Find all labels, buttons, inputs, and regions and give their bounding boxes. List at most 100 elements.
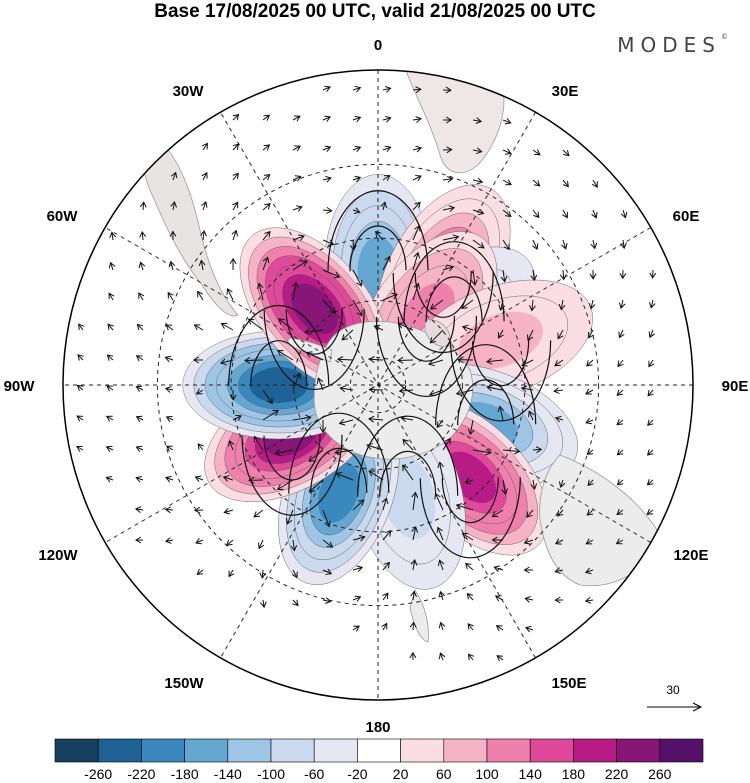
wind-arrow-shaft xyxy=(412,492,416,511)
wind-arrow-shaft xyxy=(456,504,474,511)
wind-arrow xyxy=(258,539,265,550)
wind-arrow-head xyxy=(413,282,421,290)
wind-arrow-shaft xyxy=(368,418,384,421)
wind-arrow-head xyxy=(76,384,84,392)
wind-arrow-shaft xyxy=(375,231,384,241)
wind-arrow-shaft xyxy=(202,201,207,211)
wind-arrow-head xyxy=(526,511,533,518)
wind-arrow-head xyxy=(402,464,409,472)
wind-arrow-shaft xyxy=(586,449,594,455)
wind-arrow xyxy=(429,299,444,310)
wind-arrow xyxy=(382,529,392,541)
wind-arrow-head xyxy=(138,261,146,269)
wind-arrow-head xyxy=(168,260,176,268)
wind-arrow-head xyxy=(528,304,536,312)
wind-arrow-shaft xyxy=(340,387,354,391)
wind-arrow xyxy=(352,499,365,511)
wind-arrow-head xyxy=(256,282,264,290)
lon-label-150e: 150E xyxy=(551,675,586,692)
wind-arrow-shaft xyxy=(499,406,504,421)
wind-arrow xyxy=(412,282,421,301)
wind-arrow xyxy=(616,449,624,456)
wind-arrow xyxy=(322,539,334,548)
wind-arrow-shaft xyxy=(262,409,279,421)
wind-arrow-shaft xyxy=(616,509,624,515)
wind-arrow xyxy=(76,445,84,452)
wind-arrow xyxy=(500,269,508,283)
streamline xyxy=(327,190,429,272)
wind-arrow xyxy=(194,506,204,514)
wind-arrow-head xyxy=(169,230,177,237)
wind-arrow-head xyxy=(228,570,235,578)
wind-arrow xyxy=(368,356,384,363)
wind-arrow-shaft xyxy=(352,146,361,151)
wind-arrow-head xyxy=(135,415,143,422)
wind-arrow-shaft xyxy=(369,389,384,391)
wind-arrow xyxy=(339,385,354,393)
wind-arrow-shaft xyxy=(262,257,269,271)
wind-arrow-shaft xyxy=(647,419,654,426)
wind-arrow xyxy=(292,372,302,391)
wind-arrow-shaft xyxy=(248,318,264,331)
wind-arrow-head xyxy=(381,497,389,505)
wind-arrow-shaft xyxy=(382,202,386,211)
colorbar-swatch xyxy=(141,738,185,763)
wind-arrow-shaft xyxy=(309,479,324,493)
wind-arrow-shaft xyxy=(142,202,145,211)
wind-arrow-head xyxy=(135,536,142,544)
wind-arrow-head xyxy=(138,292,145,299)
wind-arrow xyxy=(169,230,177,241)
wind-arrow-shaft xyxy=(382,146,391,151)
wind-arrow-shaft xyxy=(110,262,114,271)
wind-arrow-head xyxy=(197,443,204,450)
wind-arrow-shaft xyxy=(650,299,654,308)
wind-arrow-shaft xyxy=(412,283,419,301)
wind-arrow-head xyxy=(229,257,237,265)
wind-arrow xyxy=(262,409,280,421)
wind-arrow xyxy=(559,269,567,281)
wind-arrow xyxy=(196,568,204,575)
wind-arrow xyxy=(524,596,534,603)
wind-arrow-shaft xyxy=(165,356,174,361)
wind-arrow xyxy=(195,538,204,545)
colorbar-swatch xyxy=(529,738,574,763)
wind-arrow-shaft xyxy=(412,527,417,541)
wind-arrow-shaft xyxy=(585,569,594,573)
wind-arrow-head xyxy=(353,625,360,632)
colorbar-swatch xyxy=(227,738,272,763)
wind-arrow xyxy=(164,506,174,514)
wind-arrow-shaft xyxy=(76,415,84,421)
lon-label-120e: 120E xyxy=(673,547,708,564)
colorbar-label: -100 xyxy=(257,766,285,782)
wind-arrow xyxy=(195,388,204,395)
wind-arrow-shaft xyxy=(502,239,510,250)
wind-arrow-head xyxy=(108,292,115,300)
wind-arrow-head xyxy=(461,302,468,309)
wind-arrow xyxy=(532,149,541,156)
wind-arrow xyxy=(352,595,362,602)
wind-arrow-head xyxy=(391,292,399,300)
wind-arrow-head xyxy=(455,389,463,397)
wind-arrow-shaft xyxy=(428,359,444,365)
colorbar-label: -140 xyxy=(214,766,242,782)
wind-arrow-head xyxy=(586,509,594,516)
streamline xyxy=(472,340,530,387)
wind-arrow-head xyxy=(358,534,366,542)
wind-arrow xyxy=(495,625,504,632)
wind-arrow-head xyxy=(290,545,298,552)
wind-arrow-shaft xyxy=(382,175,390,181)
wind-arrow-head xyxy=(274,449,282,457)
wind-arrow-head xyxy=(464,477,472,485)
wind-arrow-head xyxy=(381,622,388,630)
wind-arrow-head xyxy=(491,511,499,518)
wind-arrow-head xyxy=(139,201,147,208)
wind-arrow-head xyxy=(228,439,235,447)
wind-arrow-head xyxy=(485,448,492,456)
wind-arrow-head xyxy=(505,179,512,186)
colorbar-label: -180 xyxy=(171,766,199,782)
wind-arrow-head xyxy=(263,114,271,121)
wind-arrow-head xyxy=(248,476,255,484)
wind-arrow xyxy=(620,239,627,250)
wind-arrow-shaft xyxy=(308,449,324,462)
wind-arrow-head xyxy=(413,251,421,259)
